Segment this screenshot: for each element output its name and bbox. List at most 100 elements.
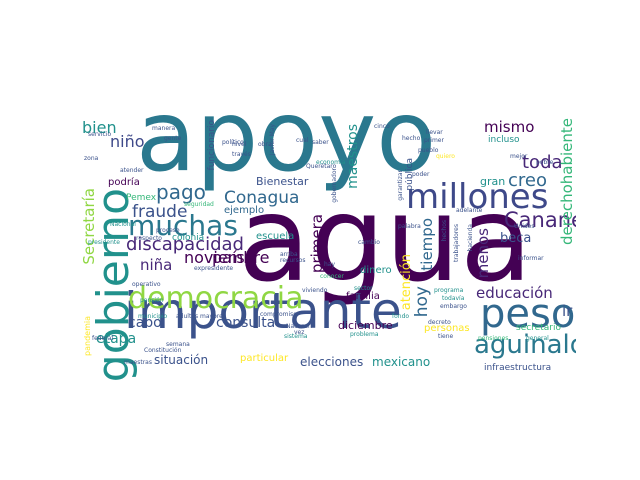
- word-muchas: muchas: [128, 209, 238, 242]
- word-quiero: quiero: [436, 153, 455, 160]
- word-semana: semana: [166, 341, 190, 348]
- word-ejemplo: ejemplo: [224, 205, 265, 216]
- word-cinco: cinco: [374, 123, 390, 130]
- word-colonia: colonia: [172, 233, 205, 243]
- word-conocer: conocer: [320, 273, 344, 280]
- word-pais: país: [212, 248, 245, 267]
- word-vez: vez: [294, 329, 305, 336]
- word-unidos: Unidos: [514, 223, 535, 230]
- word-atencion: atención: [399, 254, 414, 311]
- word-gobernador: gobernador: [331, 168, 338, 203]
- word-noviembre: noviembre: [184, 248, 270, 267]
- word-atender: atender: [120, 167, 144, 174]
- word-dinero: dinero: [360, 265, 392, 276]
- word-beca: beca: [500, 231, 532, 246]
- word-importante: importante: [124, 282, 402, 340]
- word-bienestar: Bienestar: [256, 175, 309, 188]
- word-aguinaldo: aguinaldo: [474, 330, 576, 360]
- word-conagua: Conagua: [224, 188, 300, 208]
- word-primera: primera: [308, 214, 326, 274]
- word-mejor: mejor: [510, 153, 528, 160]
- word-traves: través: [232, 151, 251, 158]
- word-adelante: adelante: [456, 207, 483, 214]
- word-elecciones: elecciones: [300, 355, 364, 369]
- word-personas: personas: [424, 323, 470, 334]
- word-trabajadores: trabajadores: [453, 224, 460, 262]
- word-todavia: todavía: [442, 295, 465, 302]
- word-agua: agua: [238, 170, 533, 308]
- word-cual: cual: [296, 137, 309, 144]
- word-hacienda: hacienda: [467, 224, 474, 252]
- word-toda: toda: [522, 152, 563, 173]
- word-apoyo: apoyo: [136, 108, 437, 194]
- word-saber: saber: [312, 139, 329, 146]
- word-hecho: hecho: [402, 135, 421, 142]
- word-gente: gente: [164, 135, 182, 142]
- word-educacion: educación: [476, 284, 553, 302]
- word-hechos: hechos: [441, 220, 448, 242]
- word-pension: pensión: [140, 297, 164, 304]
- word-podria: podría: [108, 177, 140, 188]
- word-adultos-mayores: adultos mayores: [176, 313, 226, 320]
- word-proceso: proceso: [156, 227, 180, 234]
- word-programa: programa: [434, 287, 464, 294]
- word-infraestructura: infraestructura: [484, 363, 552, 373]
- word-bien: bien: [82, 118, 117, 137]
- word-nina: niña: [140, 256, 173, 274]
- word-cloud: apoyo agua importante gobierno democraci…: [80, 108, 576, 380]
- word-federal: federal: [92, 335, 114, 342]
- word-javier-may: Javier May: [269, 124, 276, 156]
- word-hoy: hoy: [412, 286, 432, 318]
- word-municipio: municipio: [138, 313, 168, 320]
- word-constitucion: Constitución: [144, 347, 182, 354]
- word-discapacidad: discapacidad: [126, 234, 244, 255]
- word-pensiones: pensiones: [478, 335, 509, 342]
- word-pemex: Pemex: [126, 193, 157, 203]
- word-mexicano: mexicano: [372, 355, 431, 369]
- word-tiempo: tiempo: [418, 218, 436, 271]
- word-ir: ir: [562, 302, 573, 320]
- word-expresidente: expresidente: [194, 265, 234, 272]
- word-sector: sector: [354, 285, 373, 292]
- word-nino: niño: [110, 132, 145, 151]
- word-cabo: cabo: [128, 315, 162, 331]
- word-nacozari: Nacozari: [286, 323, 313, 330]
- word-consulta: consulta: [216, 315, 276, 331]
- word-peso: peso: [480, 291, 576, 337]
- word-menos: menos: [474, 228, 492, 279]
- word-viviendo: viviendo: [302, 287, 328, 294]
- word-politico: político: [222, 139, 244, 146]
- word-llevar: llevar: [426, 129, 443, 136]
- word-fondo: fondo: [392, 313, 410, 320]
- word-maestros: maestros: [345, 124, 361, 189]
- word-poder: poder: [412, 171, 430, 178]
- word-pago: pago: [156, 180, 206, 204]
- word-recursos: recursos: [280, 257, 306, 264]
- word-maestras: maestras: [124, 359, 152, 366]
- word-pobre: pobre: [536, 159, 554, 166]
- word-pueblo: pueblo: [418, 147, 439, 154]
- word-manera: manera: [152, 125, 176, 132]
- word-economia: economía: [316, 159, 346, 166]
- word-etapa: etapa: [96, 331, 137, 347]
- word-secretario: secretario: [516, 323, 561, 333]
- word-millones: millones: [406, 177, 549, 217]
- word-nacional: Nacional: [110, 221, 136, 228]
- word-operativo: operativo: [132, 281, 161, 288]
- word-obra: obra: [258, 141, 272, 148]
- word-compromiso: compromiso: [260, 311, 297, 318]
- word-creo: creo: [508, 170, 547, 191]
- word-secretaria: Secretaría: [80, 188, 98, 265]
- word-presidente: presidente: [88, 239, 120, 246]
- word-democracia: democracia: [128, 281, 304, 316]
- word-tiene: tiene: [438, 333, 454, 340]
- word-familia: familia: [346, 291, 380, 302]
- word-general: general: [526, 335, 549, 342]
- word-gran: gran: [480, 175, 506, 188]
- word-garantizar: garantizar: [397, 170, 404, 201]
- word-funcionario: funcionario: [207, 120, 217, 171]
- word-informar: informar: [518, 255, 544, 262]
- word-nivel: nivel: [232, 141, 247, 148]
- word-embargo: embargo: [440, 303, 467, 310]
- word-decreto: decreto: [428, 319, 451, 326]
